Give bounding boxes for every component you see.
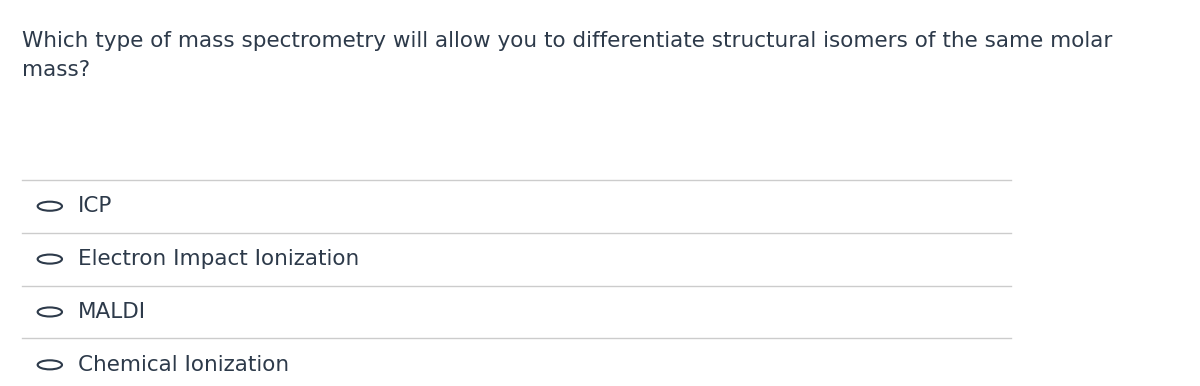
Text: Electron Impact Ionization: Electron Impact Ionization — [78, 249, 360, 269]
Text: Chemical Ionization: Chemical Ionization — [78, 355, 289, 375]
Text: Which type of mass spectrometry will allow you to differentiate structural isome: Which type of mass spectrometry will all… — [23, 30, 1112, 80]
Text: ICP: ICP — [78, 196, 113, 216]
Text: MALDI: MALDI — [78, 302, 146, 322]
